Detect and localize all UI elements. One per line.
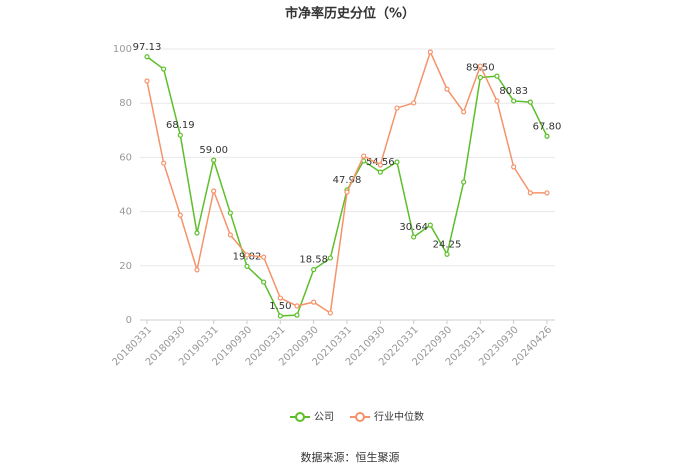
point [294,312,300,318]
chart-title: 市净率历史分位（%） [285,6,415,22]
data-label: 30.64 [399,222,428,233]
point [511,98,517,104]
point [177,212,183,218]
point [527,99,533,105]
point [494,73,500,79]
data-label: 59.00 [199,145,228,156]
y-tick-label: 100 [113,44,132,55]
point [244,263,250,269]
legend-label: 行业中位数 [374,410,424,423]
point [527,190,533,196]
data-label: 18.58 [299,255,328,266]
point [144,54,150,60]
legend-marker [295,412,305,422]
data-label: 80.83 [499,86,528,97]
point [227,232,233,238]
point [261,279,267,285]
y-tick-label: 80 [119,98,132,109]
data-label: 67.80 [533,121,562,132]
point [411,234,417,240]
data-label: 97.13 [133,42,162,53]
series-line [146,56,548,317]
point [511,164,517,170]
point [327,310,333,316]
point [177,132,183,138]
y-tick-label: 20 [119,261,132,272]
point [227,210,233,216]
point [294,303,300,309]
source: 数据来源：恒生聚源 [301,450,400,464]
point [544,133,550,139]
point [477,63,483,69]
y-tick-label: 40 [119,207,132,218]
point [344,189,350,195]
point [211,188,217,194]
point [311,267,317,273]
data-label: 68.19 [166,120,195,131]
point [361,153,367,159]
point [161,66,167,72]
point [261,254,267,260]
point [277,295,283,301]
data-label: 24.25 [433,239,462,250]
point [444,251,450,257]
legend-marker [355,412,365,422]
y-tick-label: 0 [126,315,132,326]
point [461,179,467,185]
point [411,100,417,106]
point [544,190,550,196]
y-tick-label: 60 [119,152,132,163]
point [477,74,483,81]
point [211,157,217,163]
point [144,78,150,84]
legend-label: 公司 [314,412,334,423]
data-label: 1.50 [269,301,291,312]
point [461,109,467,115]
point [394,159,400,165]
point [327,255,333,261]
point [427,49,433,55]
point [494,98,500,104]
data-label: 47.98 [333,175,362,186]
point [161,160,167,166]
point [427,222,433,228]
point [377,169,383,175]
point [377,162,383,168]
point [444,86,450,92]
point [244,252,250,258]
point [311,299,317,305]
point [194,230,200,236]
point [194,267,200,273]
point [394,105,400,111]
point [277,313,283,319]
